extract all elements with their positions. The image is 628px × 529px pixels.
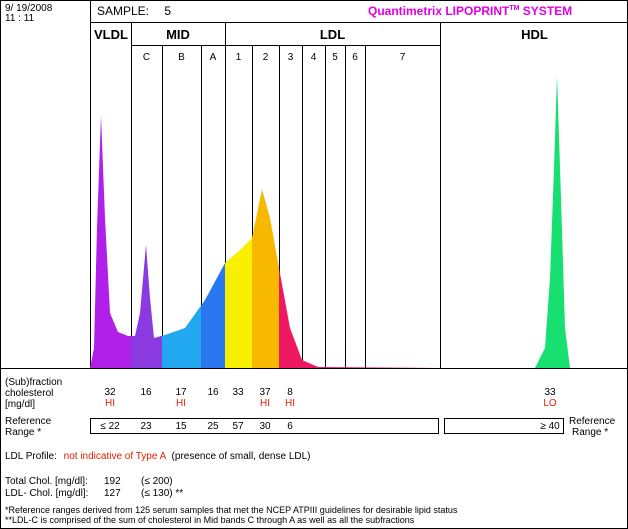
ref-vldl: ≤ 22 xyxy=(100,421,120,432)
band-label-5: 5 xyxy=(332,52,338,63)
reference-label-right: Reference Range * xyxy=(569,416,615,438)
sample-label: SAMPLE: 5 xyxy=(97,4,171,18)
header-left-border xyxy=(90,0,91,22)
band-3-4-line xyxy=(302,45,303,368)
ref-2: 30 xyxy=(259,421,271,432)
flag-vldl: HI xyxy=(105,398,115,409)
band-label-c: C xyxy=(142,52,151,63)
band-2-3-line xyxy=(279,45,280,368)
footnote-2: **LDL-C is comprised of the sum of chole… xyxy=(5,515,415,525)
reference-label-right-line1: Reference xyxy=(569,416,616,427)
band-label-b: B xyxy=(178,52,185,63)
vldl-mid-line xyxy=(131,22,132,368)
band-label-3: 3 xyxy=(287,52,294,63)
reference-label-right-line2: Range * xyxy=(572,427,609,438)
footnote-1: *Reference ranges derived from 125 serum… xyxy=(5,505,458,515)
value-c: 16 xyxy=(140,387,152,398)
reference-label-left-line1: Reference xyxy=(5,416,52,427)
ldl-profile-label: LDL Profile: xyxy=(5,451,57,462)
ldl-chol-label: LDL- Chol. [mg/dl]: xyxy=(5,488,89,499)
group-label-vldl: VLDL xyxy=(94,27,128,42)
subfraction-label-line1: (Sub)fraction xyxy=(5,377,63,388)
value-hdl: 33 xyxy=(544,387,556,398)
brand-name: Quantimetrix LIPOPRINT xyxy=(368,4,510,18)
reference-label-left-line2: Range * xyxy=(5,427,42,438)
ref-3: 6 xyxy=(287,421,293,432)
subfraction-label-line2: cholesterol xyxy=(5,388,54,399)
group-label-ldl: LDL xyxy=(319,27,346,42)
flag-3: HI xyxy=(285,398,295,409)
ldl-chol-value: 127 xyxy=(104,488,121,499)
band-label-2: 2 xyxy=(262,52,269,63)
vldl-left-line xyxy=(90,22,91,368)
band-4-5-line xyxy=(325,45,326,368)
flag-hdl: LO xyxy=(543,398,557,409)
value-b: 17 xyxy=(175,387,187,398)
band-1-2-line xyxy=(252,45,253,368)
curve-fill-c xyxy=(131,115,162,368)
ref-b: 15 xyxy=(175,421,187,432)
ldl-profile-result: not indicative of Type A xyxy=(63,451,166,462)
curve-fill-2 xyxy=(252,115,279,368)
group-label-mid: MID xyxy=(166,27,190,42)
curve-fill-a xyxy=(201,115,225,368)
reference-range-box xyxy=(90,418,439,434)
ldl-chol-ref: (≤ 130) ** xyxy=(141,488,184,499)
sample-label-text: SAMPLE: xyxy=(97,4,150,18)
band-b-a-line xyxy=(201,45,202,368)
ref-1: 57 xyxy=(232,421,244,432)
reference-label-left: Reference Range * xyxy=(5,416,51,438)
value-a: 16 xyxy=(207,387,219,398)
total-chol-value: 192 xyxy=(104,476,121,487)
ref-hdl: ≥ 40 xyxy=(540,421,560,432)
band-label-a: A xyxy=(209,52,217,63)
subfraction-label-line3: [mg/dl] xyxy=(5,399,36,410)
flag-2: HI xyxy=(260,398,270,409)
brand-tm: TM xyxy=(509,5,520,12)
brand-suffix: SYSTEM xyxy=(519,4,573,18)
ref-c: 23 xyxy=(140,421,152,432)
group-label-hdl: HDL xyxy=(521,27,548,42)
header-divider xyxy=(90,22,628,23)
band-label-7: 7 xyxy=(399,52,406,63)
group-header-divider xyxy=(131,45,440,46)
value-2: 37 xyxy=(259,387,271,398)
report-time: 11 : 11 xyxy=(5,13,35,24)
report-date: 9/ 19/2008 xyxy=(5,3,53,14)
curve-fill-vldl xyxy=(90,115,131,368)
brand-title: Quantimetrix LIPOPRINTTM SYSTEM xyxy=(368,4,572,18)
total-chol-label: Total Chol. [mg/dl]: xyxy=(5,476,88,487)
chart-baseline xyxy=(0,368,628,369)
ldl-profile: LDL Profile: not indicative of Type A (p… xyxy=(5,451,311,462)
band-label-6: 6 xyxy=(352,52,358,63)
hdl-reference-box xyxy=(444,418,564,434)
value-vldl: 32 xyxy=(104,387,116,398)
sample-number: 5 xyxy=(164,4,172,18)
band-5-6-line xyxy=(345,45,346,368)
ref-a: 25 xyxy=(207,421,219,432)
ldl-hdl-line xyxy=(440,22,441,368)
mid-ldl-line xyxy=(225,22,226,368)
band-label-1: 1 xyxy=(235,52,242,63)
densitometry-chart xyxy=(90,75,570,368)
subfraction-label: (Sub)fraction cholesterol [mg/dl] xyxy=(5,377,62,410)
band-6-7-line xyxy=(365,45,366,368)
flag-b: HI xyxy=(176,398,186,409)
band-c-b-line xyxy=(162,45,163,368)
value-1: 33 xyxy=(232,387,244,398)
ldl-profile-note: (presence of small, dense LDL) xyxy=(171,451,311,462)
curve-fill-b xyxy=(162,115,201,368)
curve-fill-3 xyxy=(279,115,440,368)
curve-fill-1 xyxy=(225,115,252,368)
total-chol-ref: (≤ 200) xyxy=(141,476,173,487)
curve-fill-hdl xyxy=(535,75,570,368)
value-3: 8 xyxy=(287,387,293,398)
band-label-4: 4 xyxy=(310,52,317,63)
